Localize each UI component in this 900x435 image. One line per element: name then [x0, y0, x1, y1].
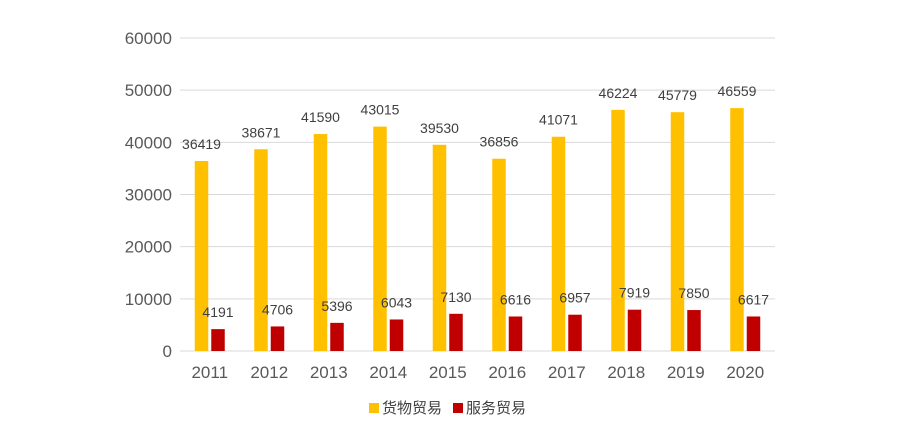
data-label-services-2012: 4706	[262, 301, 293, 317]
x-tick-label: 2015	[429, 363, 467, 382]
y-tick-label: 30000	[125, 186, 172, 205]
bar-goods-2015	[432, 144, 447, 351]
x-tick-label: 2016	[488, 363, 526, 382]
bar-goods-2012	[254, 149, 268, 351]
x-tick-label: 2018	[607, 363, 645, 382]
gridlines	[180, 37, 775, 352]
bar-goods-2017	[551, 136, 566, 351]
legend-swatch-0	[369, 403, 379, 413]
x-tick-label: 2020	[726, 363, 764, 382]
y-tick-label: 0	[163, 342, 172, 361]
x-tick-label: 2011	[191, 363, 228, 382]
legend-swatch-1	[453, 403, 463, 413]
y-tick-label: 40000	[125, 133, 172, 152]
y-tick-label: 50000	[125, 81, 172, 100]
data-label-services-2017: 6957	[559, 290, 590, 306]
bar-services-2011	[211, 329, 225, 351]
y-axis: 0 10000 20000 30000 40000 50000 60000	[125, 29, 172, 361]
data-label-goods-2019: 45779	[658, 87, 697, 103]
bar-goods-2011	[194, 161, 209, 351]
bar-services-2013	[330, 322, 344, 351]
y-tick-label: 60000	[125, 29, 172, 48]
legend-label-0: 货物贸易	[382, 399, 442, 417]
bar-services-2012	[270, 326, 285, 351]
y-tick-label: 10000	[125, 290, 172, 309]
data-label-services-2014: 6043	[381, 294, 412, 310]
bar-goods-2020	[730, 108, 744, 351]
x-tick-label: 2013	[310, 363, 348, 382]
data-labels: 36419 4191 38671 4706 41590 5396 43015 6043 3953…	[182, 83, 769, 320]
bar-services-2020	[746, 316, 761, 351]
data-label-services-2019: 7850	[678, 285, 709, 301]
bar-services-2014	[389, 319, 404, 351]
x-tick-label: 2017	[548, 363, 586, 382]
bar-services-2015	[449, 313, 463, 351]
data-label-goods-2018: 46224	[599, 85, 638, 101]
x-tick-label: 2019	[667, 363, 705, 382]
data-label-services-2018: 7919	[619, 285, 650, 301]
data-label-goods-2020: 46559	[718, 83, 757, 99]
bar-goods-2019	[670, 112, 685, 351]
bar-goods-2018	[611, 109, 625, 351]
data-label-goods-2012: 38671	[242, 124, 281, 140]
bar-goods-2014	[373, 126, 387, 352]
data-label-services-2015: 7130	[440, 289, 471, 305]
data-label-goods-2015: 39530	[420, 120, 459, 136]
data-label-goods-2017: 41071	[539, 112, 578, 128]
x-tick-label: 2014	[369, 363, 407, 382]
bar-services-2017	[568, 314, 582, 351]
bar-services-2018	[627, 309, 642, 351]
legend-label-1: 服务贸易	[466, 399, 526, 417]
data-label-services-2013: 5396	[321, 298, 352, 314]
data-label-services-2011: 4191	[202, 304, 233, 320]
data-label-services-2020: 6617	[738, 291, 769, 307]
data-label-goods-2013: 41590	[301, 109, 340, 125]
data-label-goods-2016: 36856	[480, 134, 519, 150]
data-label-goods-2014: 43015	[361, 102, 400, 118]
bars	[194, 108, 761, 352]
data-label-services-2016: 6616	[500, 291, 531, 307]
bar-services-2016	[508, 316, 523, 351]
x-tick-label: 2012	[250, 363, 288, 382]
y-tick-label: 20000	[125, 238, 172, 257]
x-axis: 2011 2012 2013 2014 2015 2016 2017 2018 2019 2020	[191, 363, 764, 382]
bar-goods-2013	[313, 134, 328, 351]
data-label-goods-2011: 36419	[182, 136, 221, 152]
legend: 货物贸易 服务贸易	[369, 399, 526, 417]
bar-services-2019	[687, 310, 701, 351]
bar-goods-2016	[492, 158, 506, 351]
